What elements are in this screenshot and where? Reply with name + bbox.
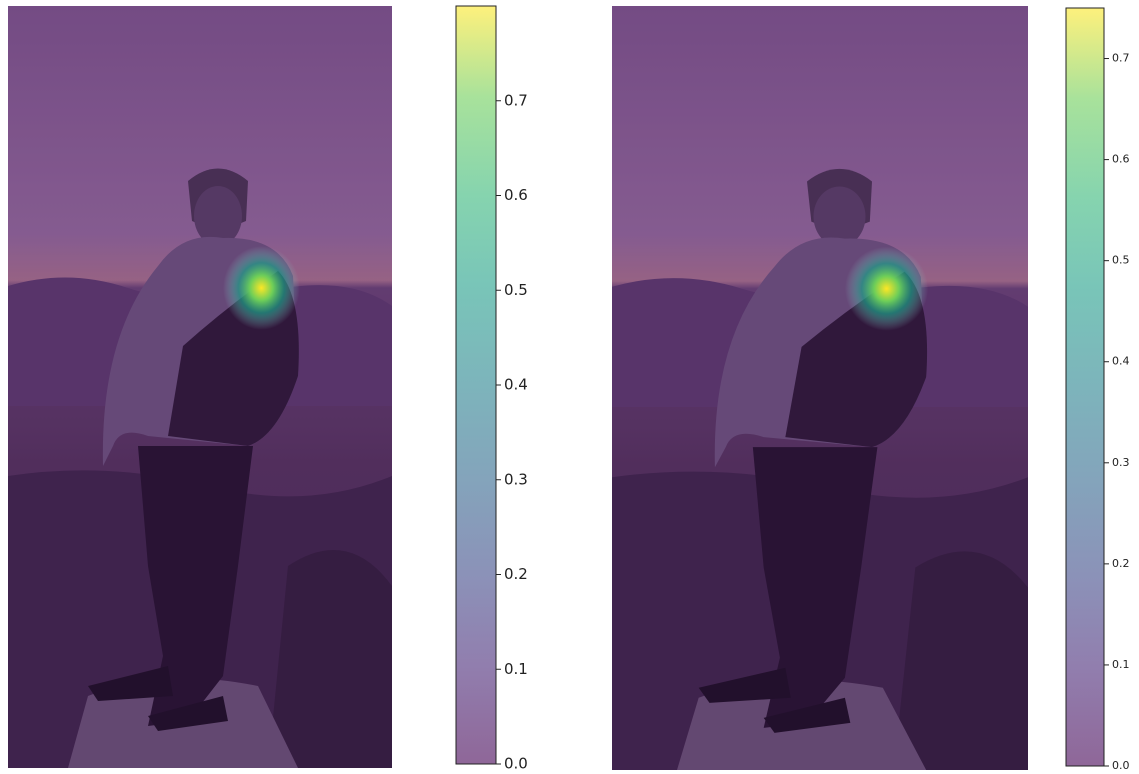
panels: 0.0 0.1 0.2 0.3 0.4 0.5 0.6 0.7 0.0 0.1 0.2 0.3 0.4 0… bbox=[8, 6, 1130, 773]
tick-label: 0.6 bbox=[504, 186, 528, 204]
tick-label: 0.4 bbox=[1112, 355, 1130, 368]
tick-label: 0.1 bbox=[1112, 658, 1130, 671]
tick-label: 0.3 bbox=[1112, 456, 1130, 469]
tick-label: 0.7 bbox=[504, 91, 528, 109]
tick-label: 0.5 bbox=[504, 281, 528, 299]
figure: 0.0 0.1 0.2 0.3 0.4 0.5 0.6 0.7 0.0 0.1 0.2 0.3 0.4 0… bbox=[0, 0, 1139, 774]
heat-blob bbox=[223, 246, 300, 330]
tick-label: 0.7 bbox=[1112, 52, 1130, 65]
tick-label: 0.6 bbox=[1112, 153, 1130, 166]
tick-label: 0.5 bbox=[1112, 254, 1130, 267]
tick-label: 0.2 bbox=[1112, 557, 1130, 570]
heat-blob bbox=[845, 247, 928, 331]
tick-label: 0.0 bbox=[1112, 759, 1130, 772]
colorbar bbox=[1066, 8, 1104, 766]
tick-label: 0.1 bbox=[504, 660, 528, 678]
colorbar bbox=[456, 6, 496, 764]
image-overlay bbox=[612, 6, 1028, 770]
tick-label: 0.3 bbox=[504, 470, 528, 488]
tick-label: 0.2 bbox=[504, 565, 528, 583]
tick-label: 0.0 bbox=[504, 755, 528, 773]
image-overlay bbox=[8, 6, 392, 768]
tick-label: 0.4 bbox=[504, 376, 528, 394]
